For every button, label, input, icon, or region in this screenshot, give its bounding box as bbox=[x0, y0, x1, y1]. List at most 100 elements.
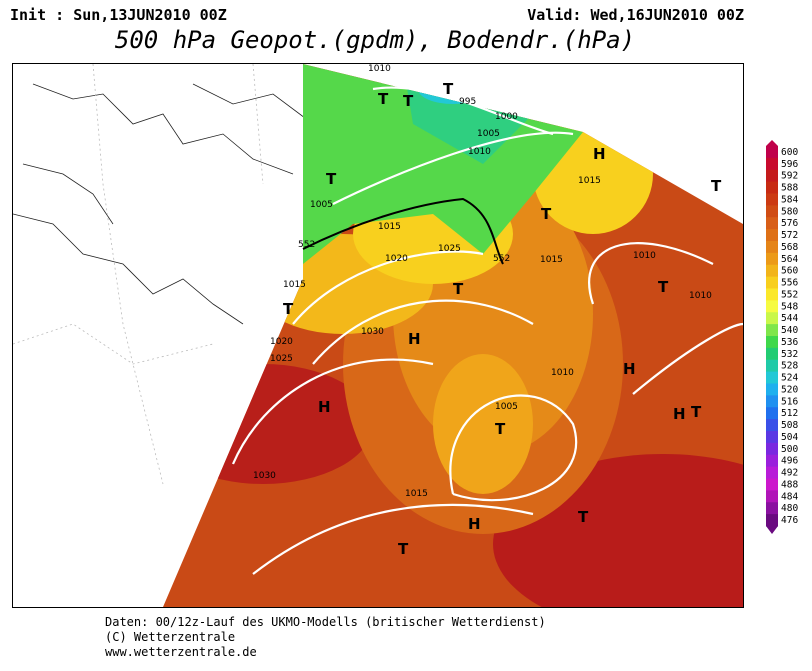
low-symbol: T bbox=[541, 205, 552, 223]
legend-swatch bbox=[766, 312, 778, 325]
pressure-centers: H H H H H H T T T T T T T T T T T T T bbox=[283, 80, 722, 558]
isobar-label: 1005 bbox=[310, 200, 333, 210]
legend-label: 560 bbox=[781, 266, 798, 277]
isobar-label: 1010 bbox=[368, 64, 391, 74]
legend-swatch bbox=[766, 300, 778, 313]
legend-label: 568 bbox=[781, 242, 798, 253]
legend-swatch bbox=[766, 431, 778, 444]
legend-label: 536 bbox=[781, 337, 798, 348]
high-symbol: H bbox=[593, 145, 606, 163]
isobar-label: 1030 bbox=[253, 471, 276, 481]
legend-swatch bbox=[766, 205, 778, 218]
low-symbol: T bbox=[443, 80, 454, 98]
legend-swatch bbox=[766, 407, 778, 420]
legend-swatch bbox=[766, 146, 778, 159]
legend-label: 500 bbox=[781, 444, 798, 455]
isobars bbox=[231, 67, 744, 575]
legend-swatch bbox=[766, 276, 778, 289]
low-symbol: T bbox=[453, 280, 464, 298]
init-time: Init : Sun,13JUN2010 00Z bbox=[10, 6, 227, 24]
legend-swatch bbox=[766, 502, 778, 515]
color-legend: 600 596 592 588 584 580 576 572 568 564 560 556 552 5… bbox=[764, 140, 812, 540]
isobar-label: 1010 bbox=[551, 368, 574, 378]
legend-swatch bbox=[766, 478, 778, 491]
footer-copyright: (C) Wetterzentrale bbox=[105, 630, 236, 644]
low-symbol: T bbox=[326, 170, 337, 188]
legend-swatch bbox=[766, 241, 778, 254]
legend-label: 564 bbox=[781, 254, 798, 265]
legend-swatch bbox=[766, 454, 778, 468]
legend-label: 532 bbox=[781, 349, 798, 360]
isobar-label: 1010 bbox=[468, 147, 491, 157]
legend-label: 504 bbox=[781, 432, 798, 443]
legend-swatch bbox=[766, 169, 778, 183]
legend-swatch bbox=[766, 371, 778, 384]
low-symbol: T bbox=[578, 508, 589, 526]
legend-label: 480 bbox=[781, 503, 798, 514]
isobar-552 bbox=[302, 197, 504, 265]
isobar-label: 1020 bbox=[385, 254, 408, 264]
legend-label: 488 bbox=[781, 479, 798, 490]
isobar-label: 1005 bbox=[477, 129, 500, 139]
legend-swatch bbox=[766, 288, 778, 301]
isobar-label: 1015 bbox=[540, 255, 563, 265]
legend-swatch bbox=[766, 442, 778, 456]
legend-label: 508 bbox=[781, 420, 798, 431]
legend-swatch bbox=[766, 252, 778, 266]
low-symbol: T bbox=[658, 278, 669, 296]
legend-swatch bbox=[766, 336, 778, 349]
legend-label: 588 bbox=[781, 183, 798, 194]
high-symbol: H bbox=[468, 515, 481, 533]
legend-swatch bbox=[766, 181, 778, 194]
legend-label: 596 bbox=[781, 159, 798, 170]
legend-svg: 6005965925885845805765725685645605565525… bbox=[766, 140, 798, 534]
isobar-labels: 1010 995 1000 1005 1010 1005 1015 1015 1… bbox=[253, 64, 712, 499]
high-symbol: H bbox=[623, 360, 636, 378]
legend-label: 544 bbox=[781, 313, 798, 324]
legend-swatch bbox=[766, 193, 778, 206]
low-symbol: T bbox=[711, 177, 722, 195]
legend-swatch bbox=[766, 359, 778, 373]
legend-swatch bbox=[766, 395, 778, 408]
legend-label: 476 bbox=[781, 515, 798, 526]
legend-label: 528 bbox=[781, 361, 798, 372]
legend-label: 584 bbox=[781, 194, 798, 205]
legend-swatch bbox=[766, 157, 778, 171]
footer-website: www.wetterzentrale.de bbox=[105, 645, 257, 659]
legend-label: 520 bbox=[781, 384, 798, 395]
isobar-label: 1015 bbox=[283, 280, 306, 290]
isobar-label: 1025 bbox=[438, 244, 461, 254]
isobar-label: 995 bbox=[459, 97, 476, 107]
high-symbol: H bbox=[673, 405, 686, 423]
weather-map: H H H H H H T T T T T T T T T T T T T 10… bbox=[12, 63, 744, 608]
isobar-label: 1005 bbox=[495, 402, 518, 412]
legend-arrow-top bbox=[766, 140, 778, 146]
isobar-label: 1010 bbox=[633, 251, 656, 261]
legend-label: 600 bbox=[781, 147, 798, 158]
low-symbol: T bbox=[495, 420, 506, 438]
legend-label: 572 bbox=[781, 230, 798, 241]
high-symbol: H bbox=[318, 398, 331, 416]
legend-arrow-bottom bbox=[766, 526, 778, 534]
low-symbol: T bbox=[691, 403, 702, 421]
legend-label: 576 bbox=[781, 218, 798, 229]
isobar-label: 552 bbox=[298, 240, 315, 250]
legend-swatch bbox=[766, 514, 778, 527]
legend-label: 484 bbox=[781, 491, 798, 502]
legend-swatch bbox=[766, 264, 778, 278]
isobar-label: 1015 bbox=[378, 222, 401, 232]
legend-label: 556 bbox=[781, 278, 798, 289]
high-symbol: H bbox=[408, 330, 421, 348]
legend-swatch bbox=[766, 217, 778, 230]
legend-swatch bbox=[766, 324, 778, 337]
legend-label: 492 bbox=[781, 468, 798, 479]
isobar-label: 1015 bbox=[578, 176, 601, 186]
isobar-label: 1030 bbox=[361, 327, 384, 337]
valid-time: Valid: Wed,16JUN2010 00Z bbox=[527, 6, 744, 24]
legend-swatch bbox=[766, 347, 778, 361]
legend-label: 548 bbox=[781, 301, 798, 312]
legend-label: 540 bbox=[781, 325, 798, 336]
legend-label: 496 bbox=[781, 456, 798, 467]
map-canvas: H H H H H H T T T T T T T T T T T T T 10… bbox=[12, 63, 744, 607]
footer-data-source: Daten: 00/12z-Lauf des UKMO-Modells (bri… bbox=[105, 615, 546, 629]
